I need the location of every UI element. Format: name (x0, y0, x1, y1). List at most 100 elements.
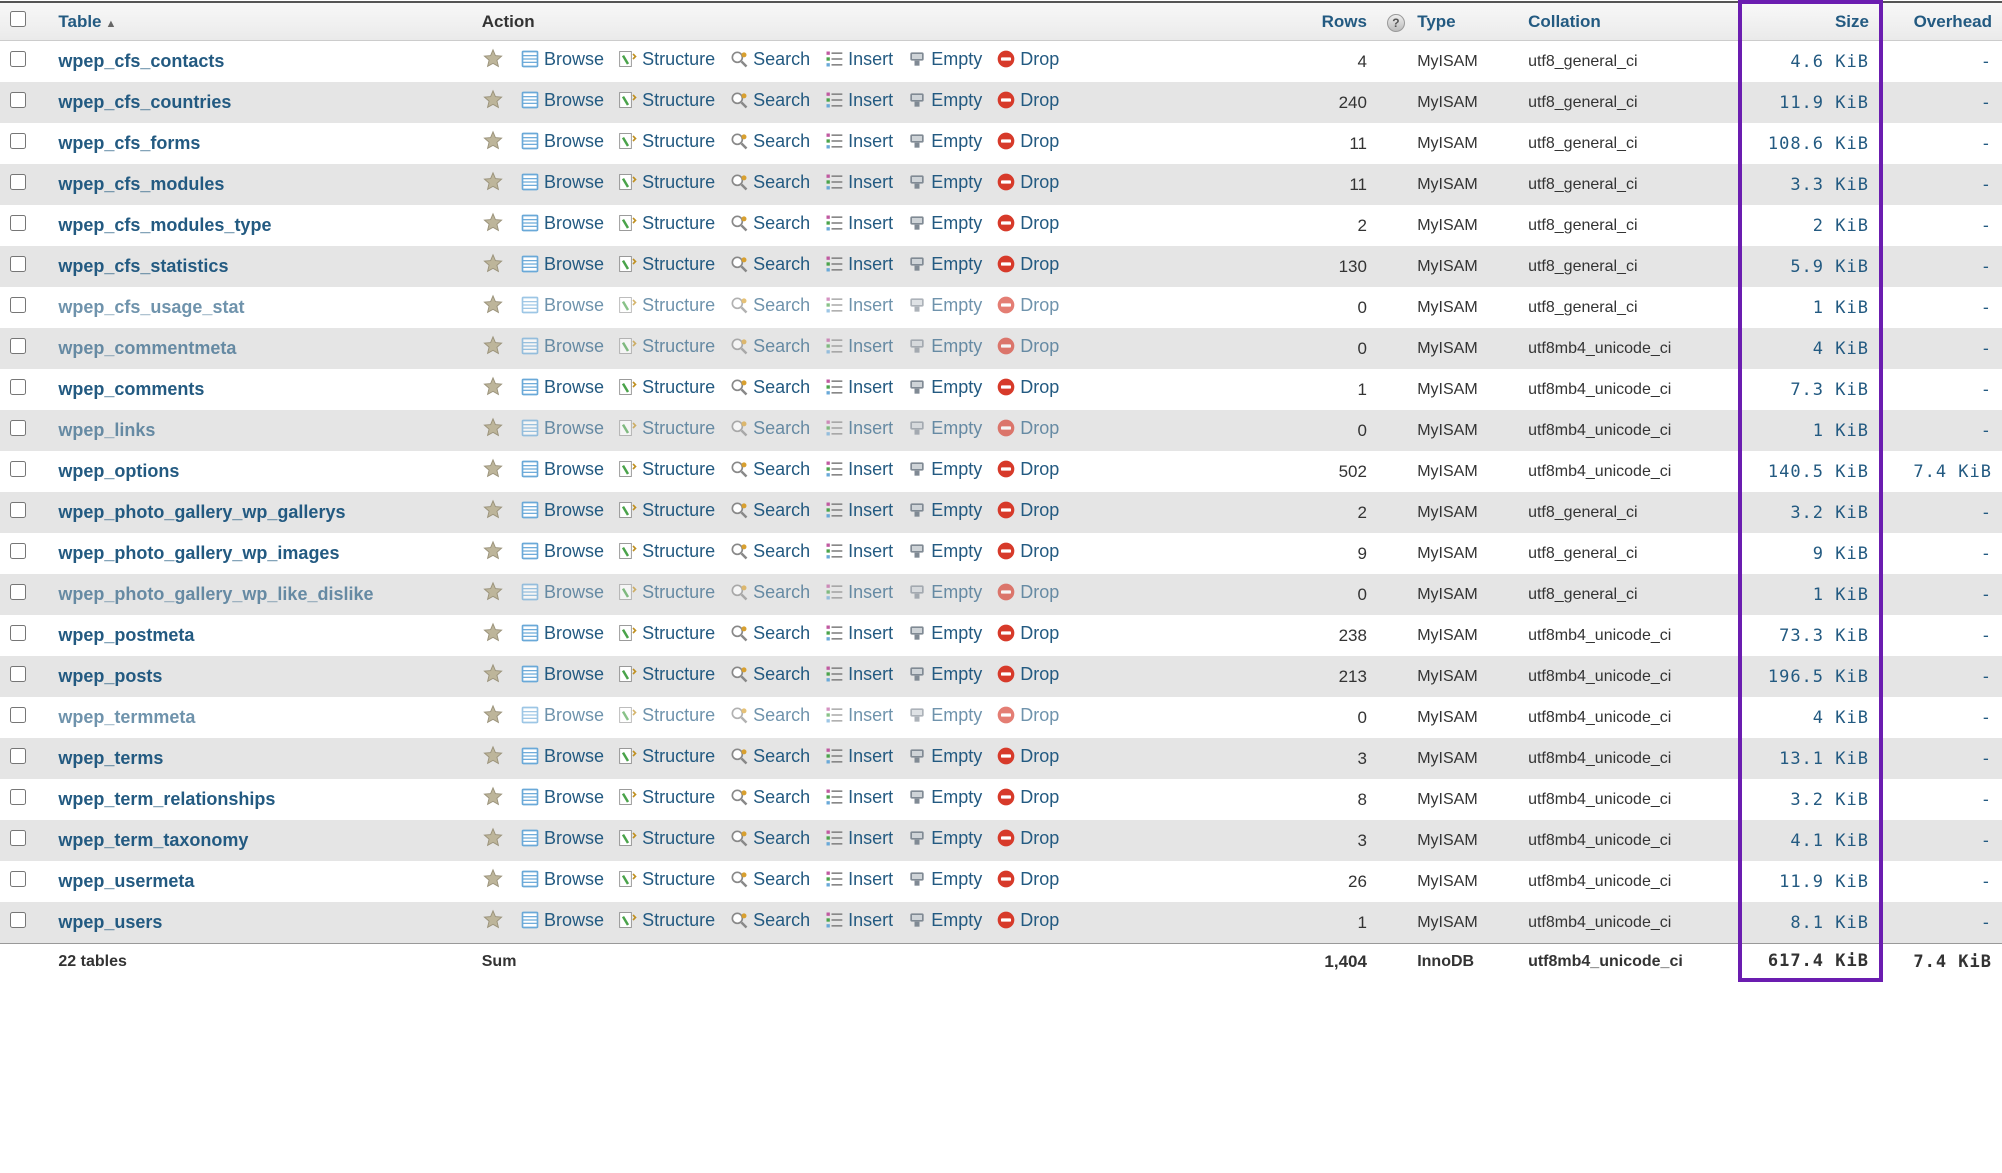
row-checkbox[interactable] (10, 830, 26, 846)
insert-action[interactable]: Insert (824, 131, 893, 152)
favorite-star-icon[interactable] (482, 622, 504, 644)
row-checkbox[interactable] (10, 502, 26, 518)
favorite-star-icon[interactable] (482, 663, 504, 685)
empty-action[interactable]: Empty (907, 664, 982, 685)
empty-action[interactable]: Empty (907, 49, 982, 70)
drop-action[interactable]: Drop (996, 90, 1059, 111)
insert-action[interactable]: Insert (824, 49, 893, 70)
search-action[interactable]: Search (729, 49, 810, 70)
table-name-link[interactable]: wpep_usermeta (58, 871, 194, 891)
drop-action[interactable]: Drop (996, 664, 1059, 685)
search-action[interactable]: Search (729, 910, 810, 931)
empty-action[interactable]: Empty (907, 213, 982, 234)
favorite-star-icon[interactable] (482, 786, 504, 808)
search-action[interactable]: Search (729, 623, 810, 644)
empty-action[interactable]: Empty (907, 377, 982, 398)
search-action[interactable]: Search (729, 541, 810, 562)
browse-action[interactable]: Browse (520, 623, 604, 644)
drop-action[interactable]: Drop (996, 828, 1059, 849)
empty-action[interactable]: Empty (907, 787, 982, 808)
table-name-link[interactable]: wpep_options (58, 461, 179, 481)
table-name-link[interactable]: wpep_comments (58, 379, 204, 399)
hint-icon[interactable]: ? (1387, 14, 1405, 32)
empty-action[interactable]: Empty (907, 541, 982, 562)
header-table[interactable]: Table▲ (48, 2, 471, 41)
browse-action[interactable]: Browse (520, 90, 604, 111)
browse-action[interactable]: Browse (520, 418, 604, 439)
favorite-star-icon[interactable] (482, 540, 504, 562)
browse-action[interactable]: Browse (520, 910, 604, 931)
drop-action[interactable]: Drop (996, 254, 1059, 275)
empty-action[interactable]: Empty (907, 336, 982, 357)
row-checkbox[interactable] (10, 133, 26, 149)
header-type[interactable]: Type (1407, 2, 1518, 41)
insert-action[interactable]: Insert (824, 377, 893, 398)
insert-action[interactable]: Insert (824, 172, 893, 193)
drop-action[interactable]: Drop (996, 295, 1059, 316)
drop-action[interactable]: Drop (996, 377, 1059, 398)
row-checkbox[interactable] (10, 543, 26, 559)
insert-action[interactable]: Insert (824, 90, 893, 111)
table-name-link[interactable]: wpep_postmeta (58, 625, 194, 645)
browse-action[interactable]: Browse (520, 500, 604, 521)
drop-action[interactable]: Drop (996, 49, 1059, 70)
row-checkbox[interactable] (10, 912, 26, 928)
search-action[interactable]: Search (729, 131, 810, 152)
row-checkbox[interactable] (10, 666, 26, 682)
row-checkbox[interactable] (10, 379, 26, 395)
header-collation[interactable]: Collation (1518, 2, 1740, 41)
insert-action[interactable]: Insert (824, 254, 893, 275)
structure-action[interactable]: Structure (618, 910, 715, 931)
structure-action[interactable]: Structure (618, 90, 715, 111)
search-action[interactable]: Search (729, 500, 810, 521)
favorite-star-icon[interactable] (482, 499, 504, 521)
insert-action[interactable]: Insert (824, 910, 893, 931)
browse-action[interactable]: Browse (520, 828, 604, 849)
insert-action[interactable]: Insert (824, 623, 893, 644)
search-action[interactable]: Search (729, 295, 810, 316)
insert-action[interactable]: Insert (824, 869, 893, 890)
empty-action[interactable]: Empty (907, 90, 982, 111)
browse-action[interactable]: Browse (520, 459, 604, 480)
row-checkbox[interactable] (10, 789, 26, 805)
row-checkbox[interactable] (10, 871, 26, 887)
row-checkbox[interactable] (10, 174, 26, 190)
drop-action[interactable]: Drop (996, 787, 1059, 808)
favorite-star-icon[interactable] (482, 376, 504, 398)
search-action[interactable]: Search (729, 254, 810, 275)
structure-action[interactable]: Structure (618, 500, 715, 521)
structure-action[interactable]: Structure (618, 664, 715, 685)
structure-action[interactable]: Structure (618, 582, 715, 603)
browse-action[interactable]: Browse (520, 377, 604, 398)
browse-action[interactable]: Browse (520, 746, 604, 767)
header-rows[interactable]: Rows (1276, 2, 1377, 41)
table-name-link[interactable]: wpep_cfs_statistics (58, 256, 228, 276)
table-name-link[interactable]: wpep_commentmeta (58, 338, 236, 358)
structure-action[interactable]: Structure (618, 131, 715, 152)
empty-action[interactable]: Empty (907, 459, 982, 480)
insert-action[interactable]: Insert (824, 541, 893, 562)
insert-action[interactable]: Insert (824, 746, 893, 767)
structure-action[interactable]: Structure (618, 459, 715, 480)
browse-action[interactable]: Browse (520, 172, 604, 193)
empty-action[interactable]: Empty (907, 131, 982, 152)
row-checkbox[interactable] (10, 256, 26, 272)
empty-action[interactable]: Empty (907, 910, 982, 931)
table-name-link[interactable]: wpep_cfs_contacts (58, 51, 224, 71)
search-action[interactable]: Search (729, 664, 810, 685)
row-checkbox[interactable] (10, 461, 26, 477)
favorite-star-icon[interactable] (482, 335, 504, 357)
browse-action[interactable]: Browse (520, 49, 604, 70)
drop-action[interactable]: Drop (996, 336, 1059, 357)
favorite-star-icon[interactable] (482, 704, 504, 726)
search-action[interactable]: Search (729, 172, 810, 193)
table-name-link[interactable]: wpep_terms (58, 748, 163, 768)
table-name-link[interactable]: wpep_cfs_modules (58, 174, 224, 194)
check-all[interactable] (10, 11, 26, 27)
browse-action[interactable]: Browse (520, 582, 604, 603)
favorite-star-icon[interactable] (482, 48, 504, 70)
favorite-star-icon[interactable] (482, 581, 504, 603)
insert-action[interactable]: Insert (824, 705, 893, 726)
search-action[interactable]: Search (729, 828, 810, 849)
table-name-link[interactable]: wpep_cfs_usage_stat (58, 297, 244, 317)
